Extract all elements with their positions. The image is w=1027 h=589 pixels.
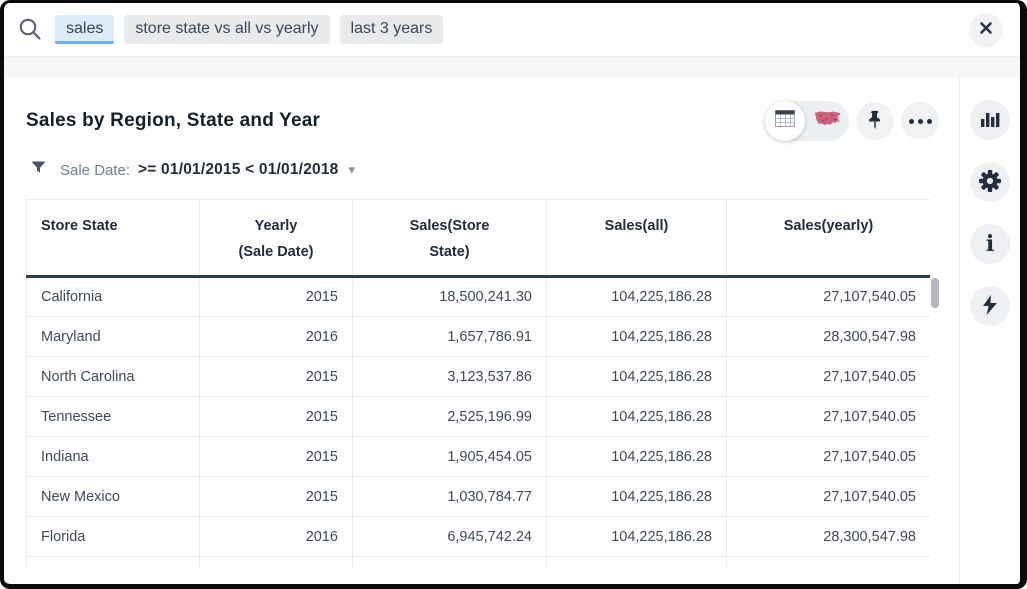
table-cell: 2015 [199,436,353,477]
table-cell: 6,945,742.24 [352,516,547,557]
right-sidebar: i [959,78,1020,584]
column-header-store-state[interactable]: Store State [26,199,200,278]
table-cell: 104,225,186.28 [546,516,727,557]
column-header-sales-store-state[interactable]: Sales(Store State) [352,199,547,278]
table-cell: 27,107,540.05 [726,436,930,477]
page-title: Sales by Region, State and Year [26,110,321,131]
table-header-row: Store State Yearly (Sale Date) Sales(Sto… [26,199,930,278]
chart-panel-button[interactable] [970,100,1010,140]
search-token-sales[interactable]: sales [55,15,115,44]
table-cell: 2016 [199,316,353,357]
search-token-daterange[interactable]: last 3 years [339,15,444,44]
table-cell: Tennessee [26,396,200,437]
settings-button[interactable] [970,162,1010,202]
table-cell: 2016 [199,516,353,557]
result-table: Store State Yearly (Sale Date) Sales(Sto… [26,199,930,567]
close-icon [979,21,993,38]
insights-button[interactable] [970,286,1010,326]
column-header-yearly[interactable]: Yearly (Sale Date) [199,199,353,278]
table-cell [352,556,547,567]
column-header-sales-yearly[interactable]: Sales(yearly) [726,199,930,278]
search-bar[interactable]: sales store state vs all vs yearly last … [4,3,1020,56]
answer-panel: Sales by Region, State and Year [4,78,959,584]
answer-toolbar [765,101,939,141]
table-scrollbar-thumb[interactable] [931,278,939,308]
title-row: Sales by Region, State and Year [22,99,959,143]
table-row[interactable]: Tennessee 2015 2,525,196.99 104,225,186.28 2… [26,396,930,437]
table-row[interactable]: New Mexico 2015 1,030,784.77 104,225,186.28… [26,476,930,517]
table-cell: New Mexico [26,476,200,517]
table-cell: 104,225,186.28 [546,436,727,477]
table-row[interactable]: North Carolina 2015 3,123,537.86 104,225,18… [26,356,930,397]
table-cell: 104,225,186.28 [546,396,727,437]
table-view-button[interactable] [765,101,805,141]
table-cell: 104,225,186.28 [546,316,727,357]
table-cell: 104,225,186.28 [546,276,727,317]
table-cell: 27,107,540.05 [726,276,930,317]
chevron-down-icon[interactable]: ▾ [348,162,356,177]
table-cell: 2,525,196.99 [352,396,547,437]
filter-value: >= 01/01/2015 < 01/01/2018 [138,161,339,178]
bar-chart-icon [980,110,1000,130]
table-cell: California [26,276,200,317]
table-row[interactable]: Florida 2016 6,945,742.24 104,225,186.28 28,… [26,516,930,557]
gear-icon [978,169,1002,196]
table-cell: 104,225,186.28 [546,356,727,397]
info-button[interactable]: i [970,224,1010,264]
pin-button[interactable] [856,102,894,140]
table-cell: 28,300,547.98 [726,516,930,557]
table-cell [26,556,200,567]
us-map-icon [813,109,842,133]
table-cell: Indiana [26,436,200,477]
main-area: Sales by Region, State and Year [4,78,1020,584]
table-cell: 2015 [199,356,353,397]
table-row[interactable]: California 2015 18,500,241.30 104,225,186.2… [26,276,930,317]
table-cell: 3,123,537.86 [352,356,547,397]
table-cell: 1,030,784.77 [352,476,547,517]
filter-label: Sale Date: [60,161,131,179]
ellipsis-icon [908,118,932,124]
table-cell [726,556,930,567]
table-row[interactable]: Maryland 2016 1,657,786.91 104,225,186.28 28… [26,316,930,357]
table-row[interactable]: Indiana 2015 1,905,454.05 104,225,186.28 27,… [26,436,930,477]
table-cell: 1,905,454.05 [352,436,547,477]
table-cell: Florida [26,516,200,557]
header-separator-band [4,56,1020,78]
result-table-zone: Store State Yearly (Sale Date) Sales(Sto… [26,199,939,567]
pushpin-icon [864,109,886,134]
table-cell: 27,107,540.05 [726,396,930,437]
table-cell: 27,107,540.05 [726,356,930,397]
table-cell [199,556,353,567]
more-options-button[interactable] [901,102,939,140]
lightning-bolt-icon [981,294,999,319]
info-icon: i [985,231,995,257]
table-grid-icon [775,110,795,132]
table-cell: North Carolina [26,356,200,397]
table-cell: 2015 [199,276,353,317]
search-icon [17,16,44,43]
column-header-sales-all[interactable]: Sales(all) [546,199,727,278]
search-token-comparison[interactable]: store state vs all vs yearly [124,15,330,44]
table-cell: 28,300,547.98 [726,316,930,357]
table-cell: Maryland [26,316,200,357]
table-cell: 27,107,540.05 [726,476,930,517]
table-cell: 2015 [199,396,353,437]
table-cell: 2015 [199,476,353,517]
table-cell: 18,500,241.30 [352,276,547,317]
close-search-button[interactable] [969,12,1003,47]
table-cell: 1,657,786.91 [352,316,547,357]
view-toggle[interactable] [765,101,849,141]
filter-funnel-icon [31,161,46,180]
table-cell [546,556,727,567]
filter-row[interactable]: Sale Date: >= 01/01/2015 < 01/01/2018 ▾ [22,156,959,184]
map-view-button[interactable] [805,109,849,133]
table-row-partial[interactable] [26,556,930,567]
table-cell: 104,225,186.28 [546,476,727,517]
